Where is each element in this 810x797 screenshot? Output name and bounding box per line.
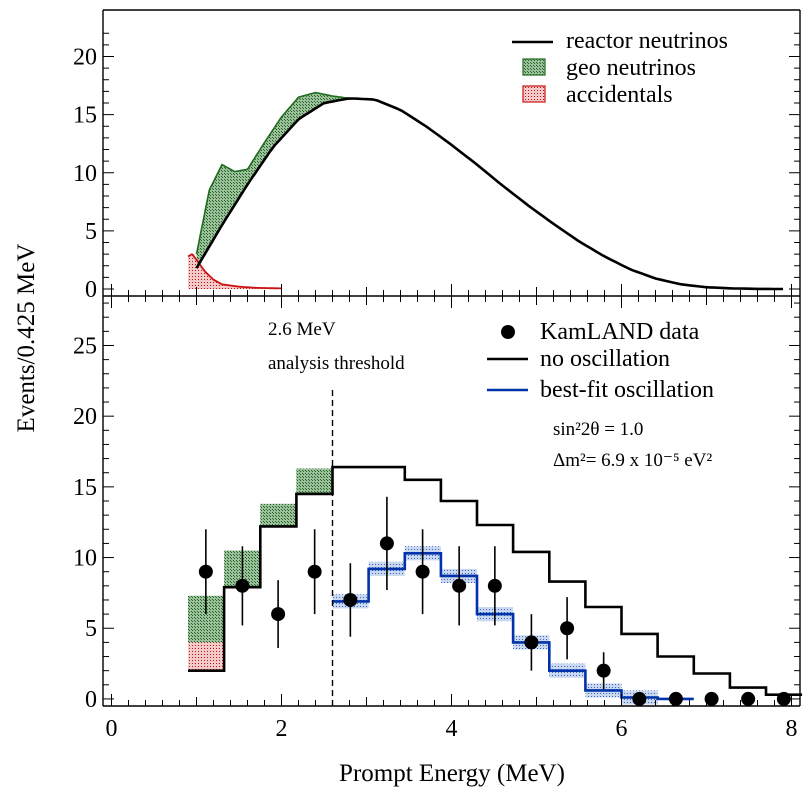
x-tick-label: 0 (106, 716, 118, 742)
x-tick-label: 6 (616, 716, 628, 742)
x-tick-label: 8 (786, 716, 798, 742)
kamland-data-point (307, 564, 322, 579)
legend-label-acc: accidentals (566, 82, 673, 108)
x-tick-label: 4 (446, 716, 458, 742)
kamland-data-point (487, 578, 502, 593)
kamland-data-point (198, 564, 213, 579)
legend-label-geo: geo neutrinos (566, 55, 696, 81)
bottom-y-tick-label: 25 (73, 333, 97, 359)
fit-parameter-dm: Δm²= 6.9 x 10⁻⁵ eV² (553, 450, 712, 471)
bottom-y-tick-label: 20 (73, 404, 97, 430)
bottom-y-tick-label: 0 (85, 687, 97, 713)
bottom-y-tick-label: 5 (85, 616, 97, 642)
top-y-tick-label: 5 (85, 219, 97, 245)
kamland-data-point (235, 578, 250, 593)
no-oscillation-histogram (188, 465, 803, 696)
kamland-data-point (343, 592, 358, 607)
kamland-data-point (524, 635, 539, 650)
kamland-data-point (560, 621, 575, 636)
threshold-annotation-line2: analysis threshold (268, 353, 405, 374)
geo-neutrino-band (196, 92, 350, 269)
kamland-data-point (452, 578, 467, 593)
bottom-panel-axes: 0 5 10 15 20 25 0 2 4 6 8 (73, 284, 801, 742)
accidentals-curve (187, 253, 282, 290)
geo-band-bin (296, 468, 333, 494)
top-y-tick-label: 0 (85, 277, 97, 303)
legend-swatch-geo (522, 58, 546, 76)
kamland-data-point (271, 607, 286, 622)
geo-neutrino-upper-edge (195, 91, 350, 255)
threshold-annotation-line1: 2.6 MeV (268, 319, 336, 340)
top-y-tick-label: 10 (73, 161, 97, 187)
top-panel-axes: 0 5 10 15 20 (73, 9, 801, 303)
kamland-data-point (668, 691, 683, 706)
legend-label-bestfit: best-fit oscillation (540, 377, 714, 403)
bottom-y-tick-label: 15 (73, 475, 97, 501)
kamland-data-point (776, 691, 791, 706)
kamland-data-point (415, 564, 430, 579)
x-axis-label: Prompt Energy (MeV) (339, 760, 565, 787)
legend-swatch-data (501, 325, 515, 339)
kamland-data-point (632, 691, 647, 706)
legend-label-data: KamLAND data (540, 319, 700, 345)
top-panel-lines (187, 91, 783, 291)
y-axis-label: Events/0.425 MeV (13, 244, 40, 433)
fit-parameter-sin: sin²2θ = 1.0 (553, 419, 643, 440)
reactor-neutrino-curve (195, 97, 783, 291)
bottom-panel-points (198, 496, 791, 706)
kamland-data-point (596, 663, 611, 678)
top-panel-fills (188, 92, 350, 289)
kamland-data-point (741, 691, 756, 706)
geo-band-bin (260, 503, 297, 527)
legend-label-noosc: no oscillation (540, 346, 670, 372)
legend-label-reactor: reactor neutrinos (566, 28, 728, 54)
accidentals-bin (188, 642, 225, 671)
bottom-y-tick-label: 10 (73, 546, 97, 572)
accidentals-area (188, 254, 282, 289)
kamland-data-point (704, 691, 719, 706)
x-tick-label: 2 (276, 716, 288, 742)
top-y-tick-label: 15 (73, 103, 97, 129)
legend-swatch-acc (522, 85, 546, 103)
kamland-data-point (379, 536, 394, 551)
top-y-tick-label: 20 (73, 45, 97, 71)
